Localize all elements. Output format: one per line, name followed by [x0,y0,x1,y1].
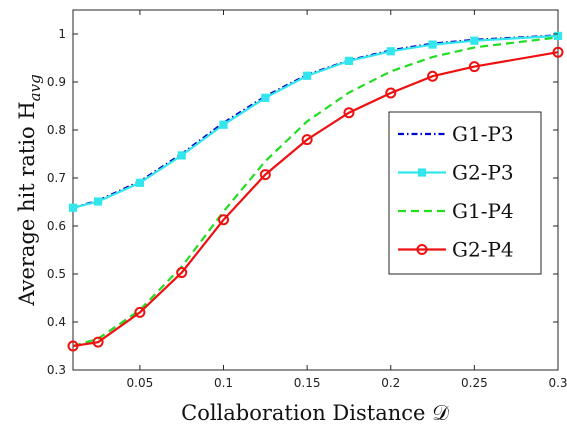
legend-item-g2-p3: G2-P3 [398,161,514,185]
data-point-g2-p4 [343,107,355,119]
data-point-g2-p4 [385,87,397,99]
y-axis-label-main: Average hit ratio H [15,101,39,306]
data-point-g2-p3 [177,151,186,160]
y-tick-label: 0.9 [47,75,66,89]
x-tick-label: 0.1 [214,376,233,390]
data-point-g2-p4 [427,70,439,82]
x-tick-label: 0.25 [461,376,488,390]
legend-label-g1-p4: G1-P4 [452,199,514,223]
x-tick-label: 0.05 [127,376,154,390]
data-point-g2-p3 [261,93,270,102]
data-point-g2-p4 [468,61,480,73]
legend: G1-P3 G2-P3 G1-P4 G2-P4 [388,111,542,275]
data-point-g2-p4 [134,306,146,318]
legend-marker-g2-p4 [416,244,428,255]
y-tick-label: 1 [58,27,66,41]
data-point-g2-p3 [344,56,354,65]
data-point-g2-p4 [259,169,271,181]
ticks-layer: 0.05 0.1 0.15 0.2 0.25 0.3 0.3 0.4 0.5 0.6 0.7 0.8 0… [47,10,567,390]
x-tick-label: 0.3 [548,376,567,390]
legend-label-g1-p3: G1-P3 [452,122,514,146]
series-line-g1-p4 [72,36,559,348]
series-g2-p3 [68,31,563,212]
legend-items: G1-P3 G2-P3 G1-P4 G2-P4 [398,122,514,262]
y-tick-label: 0.3 [47,363,66,377]
y-tick-label: 0.6 [47,219,66,233]
series-g1-p4 [72,36,559,348]
series-layer [67,31,564,352]
legend-item-g1-p4: G1-P4 [398,199,514,223]
series-g2-p4 [67,46,564,352]
data-point-g2-p4 [67,340,79,352]
data-point-g2-p3 [219,120,228,129]
y-tick-label: 0.8 [47,123,66,137]
data-point-g2-p4 [176,267,188,279]
data-point-g2-p4 [218,214,230,226]
data-point-g2-p3 [470,36,479,45]
data-point-g2-p3 [553,31,563,41]
y-tick-label: 0.5 [47,267,66,281]
x-axis-label: Collaboration Distance 𝒟 [181,401,449,425]
data-point-g2-p4 [552,46,564,58]
data-point-g2-p4 [301,134,313,146]
data-point-g2-p3 [68,203,78,212]
legend-box [388,111,542,275]
legend-item-g1-p3: G1-P3 [398,122,514,146]
legend-marker-g2-p3 [417,168,427,177]
series-line-g2-p4 [72,51,559,348]
y-axis-label: Average hit ratio Havg [15,74,44,306]
data-point-g2-p4 [92,336,104,348]
legend-label-g2-p3: G2-P3 [452,161,514,185]
y-tick-label: 0.4 [47,315,66,329]
legend-item-g2-p4: G2-P4 [398,238,514,262]
legend-label-g2-p4: G2-P4 [452,238,514,262]
data-point-g2-p3 [386,47,395,56]
y-tick-label: 0.7 [47,171,66,185]
data-point-g2-p3 [93,197,103,206]
x-tick-label: 0.15 [294,376,321,390]
series-line-g2-p3 [72,34,559,209]
data-point-g2-p3 [135,178,144,187]
data-point-g2-p3 [303,71,312,80]
x-tick-label: 0.2 [381,376,400,390]
y-axis-label-subscript: avg [26,74,44,101]
data-point-g2-p3 [428,40,437,49]
